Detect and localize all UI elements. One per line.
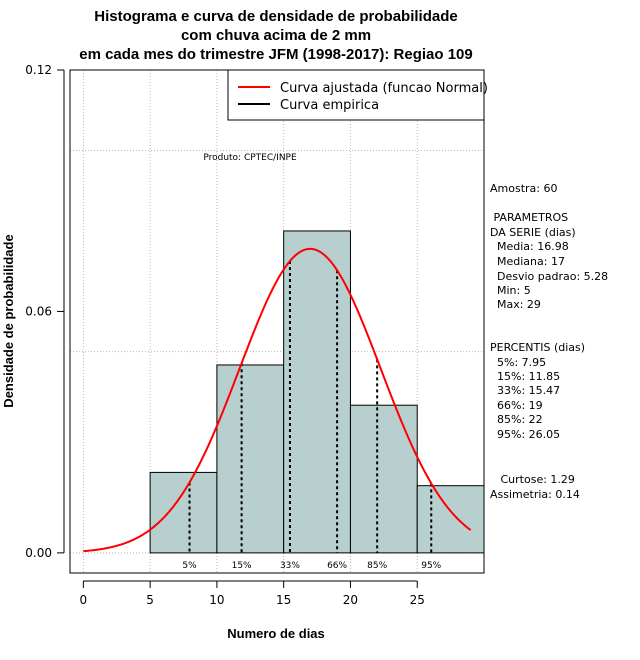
percentile-label: 95% xyxy=(421,561,441,571)
legend-box xyxy=(227,69,485,121)
x-axis-title: Numero de dias xyxy=(227,626,325,641)
x-tick-label: 25 xyxy=(410,593,425,607)
chart-title-line: Histograma e curva de densidade de proba… xyxy=(94,8,457,25)
stats-line: DA SERIE (dias) xyxy=(490,226,576,239)
y-tick-label: 0.06 xyxy=(25,304,52,318)
stats-line: 33%: 15.47 xyxy=(490,384,560,397)
x-tick-label: 10 xyxy=(209,593,224,607)
y-tick-label: 0.00 xyxy=(25,546,52,560)
stats-line: 95%: 26.05 xyxy=(490,428,560,441)
histogram-bar xyxy=(416,485,485,554)
histogram-bars xyxy=(149,230,485,554)
stats-line: Min: 5 xyxy=(490,284,531,297)
histogram-bar xyxy=(149,471,218,554)
legend: Curva ajustada (funcao Normal) Curva empi… xyxy=(227,69,488,121)
axes xyxy=(57,69,418,588)
stats-line: Desvio padrao: 5.28 xyxy=(490,270,608,283)
normal-curve xyxy=(83,247,472,553)
percentile-label: 33% xyxy=(280,561,300,571)
histogram-bar xyxy=(216,364,285,554)
chart-title-line: em cada mes do trimestre JFM (1998-2017)… xyxy=(79,46,473,63)
percentile-label: 66% xyxy=(327,561,347,571)
histogram-bar xyxy=(283,230,351,554)
stats-line: 5%: 7.95 xyxy=(490,356,546,369)
x-tick-label: 5 xyxy=(146,593,154,607)
text-annotations: 5% 15% 33% 66% 85% 95% 0 5 10 15 20 25 0.00 0.06 0.12 H… xyxy=(1,8,608,641)
percentile-label: 85% xyxy=(367,561,387,571)
legend-label: Curva ajustada (funcao Normal) xyxy=(280,81,488,96)
stats-line: 85%: 22 xyxy=(490,413,543,426)
stats-line: 15%: 11.85 xyxy=(490,370,560,383)
stats-line: Media: 16.98 xyxy=(490,240,569,253)
y-axis-title: Densidade de probabilidade xyxy=(1,234,16,407)
percentile-label: 15% xyxy=(232,561,252,571)
stats-line: Assimetria: 0.14 xyxy=(490,488,580,501)
stats-line: PARAMETROS xyxy=(490,211,568,224)
stats-line: Amostra: 60 xyxy=(490,182,557,195)
x-tick-label: 15 xyxy=(276,593,291,607)
stats-line: 66%: 19 xyxy=(490,399,543,412)
histogram-bar xyxy=(349,404,418,554)
x-tick-label: 0 xyxy=(80,593,88,607)
percentile-lines xyxy=(188,261,433,553)
y-tick-label: 0.12 xyxy=(25,63,52,77)
normal-curve-layer xyxy=(83,247,472,553)
percentile-label: 5% xyxy=(182,561,197,571)
credit-text: Produto: CPTEC/INPE xyxy=(203,153,297,163)
stats-line: PERCENTIS (dias) xyxy=(490,341,585,354)
chart-title-line: com chuva acima de 2 mm xyxy=(181,27,371,44)
legend-label: Curva empirica xyxy=(280,98,379,113)
stats-line: Mediana: 17 xyxy=(490,255,565,268)
stats-line: Curtose: 1.29 xyxy=(490,473,575,486)
x-tick-label: 20 xyxy=(343,593,358,607)
stats-line: Max: 29 xyxy=(490,298,541,311)
